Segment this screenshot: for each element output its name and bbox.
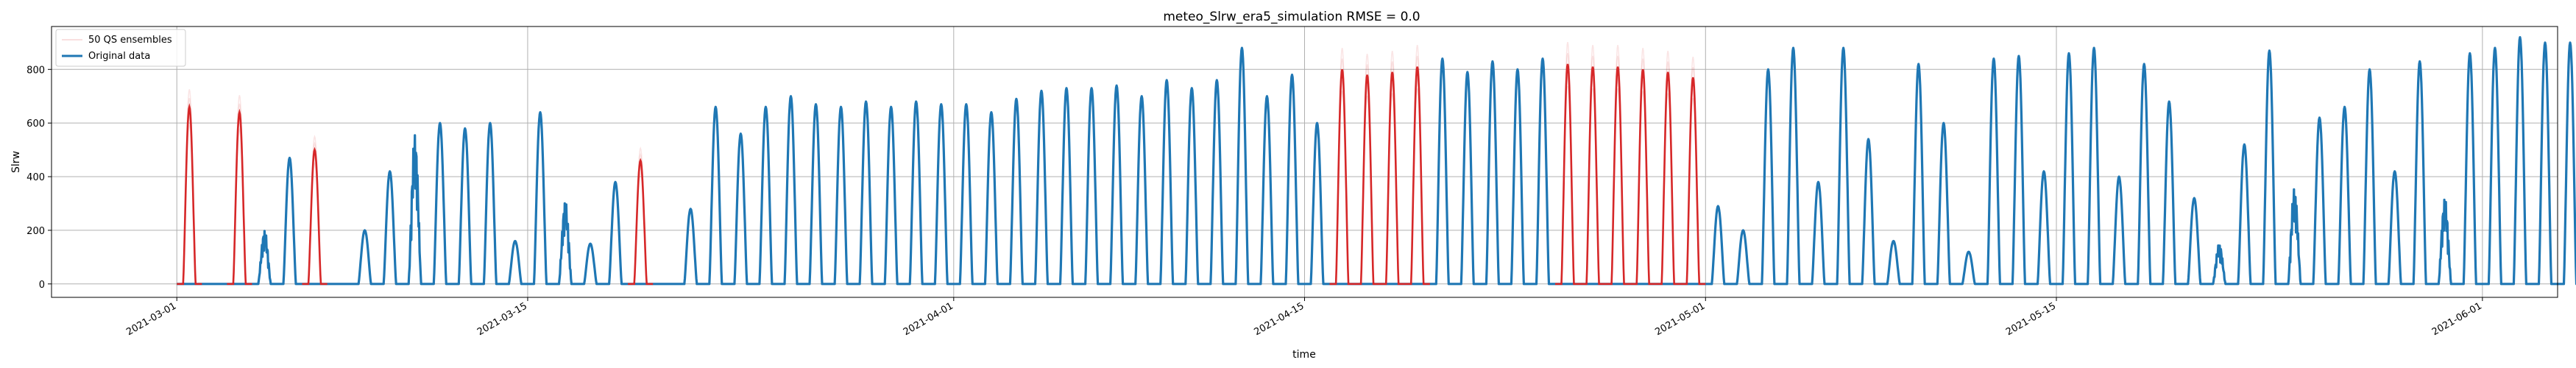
- grid-lines: [52, 26, 2558, 297]
- ensemble-member-line: [1680, 77, 1706, 285]
- ensemble-mean-line: [1680, 77, 1706, 286]
- ensemble-member-line: [302, 161, 328, 285]
- ensemble-mean-line: [1379, 71, 1405, 286]
- ensemble-member-line: [1354, 85, 1380, 285]
- y-tick-label: 400: [26, 172, 45, 183]
- ensemble-mean-line: [227, 108, 252, 286]
- legend-label-original: Original data: [88, 51, 150, 62]
- ensemble-member-line: [628, 171, 654, 285]
- ensemble-member-line: [1630, 79, 1656, 285]
- ensemble-member-line: [1655, 82, 1681, 285]
- ensemble-member-line: [177, 105, 202, 285]
- ensemble-member-line: [1605, 77, 1631, 285]
- ensemble-member-line: [1605, 88, 1631, 285]
- ensemble-member-line: [227, 127, 252, 285]
- x-tick-label: 2021-05-15: [2004, 300, 2058, 338]
- ensemble-member-line: [1630, 91, 1656, 285]
- ensemble-member-line: [1379, 51, 1405, 285]
- ensemble-member-line: [1404, 77, 1430, 285]
- ensemble-member-line: [1580, 77, 1606, 285]
- x-tick-label: 2021-04-01: [902, 300, 955, 338]
- ensemble-member-line: [1329, 79, 1355, 285]
- ensemble-member-line: [628, 159, 654, 285]
- ensemble-mean-line: [1605, 66, 1631, 286]
- ensemble-mean-line: [628, 158, 654, 286]
- ensemble-mean-line: [1580, 66, 1606, 286]
- series-layer: [176, 36, 2576, 286]
- ensemble-mean-line: [1655, 71, 1681, 286]
- x-tick-label: 2021-04-15: [1253, 300, 1306, 338]
- ensemble-member-line: [1580, 44, 1606, 285]
- ensemble-member-line: [1580, 88, 1606, 285]
- x-tick-label: 2021-03-15: [475, 300, 529, 338]
- ensemble-mean-line: [1555, 63, 1581, 286]
- ensemble-member-line: [1555, 85, 1581, 285]
- ensemble-mean-line: [1354, 74, 1380, 286]
- y-tick-label: 0: [39, 280, 45, 291]
- ensemble-member-line: [1379, 82, 1405, 285]
- ensemble-member-line: [227, 110, 252, 285]
- ensemble-member-line: [1555, 63, 1581, 285]
- ensemble-member-line: [227, 95, 252, 285]
- ensemble-member-line: [1680, 98, 1706, 285]
- ensemble-member-line: [302, 148, 328, 285]
- x-tick-label: 2021-06-01: [2430, 300, 2484, 338]
- ensemble-member-line: [177, 89, 202, 285]
- ensemble-mean-line: [1630, 69, 1656, 286]
- ensemble-member-line: [1655, 71, 1681, 285]
- ensemble-member-line: [302, 155, 328, 285]
- ensemble-member-line: [227, 118, 252, 285]
- ensemble-mean-line: [177, 103, 202, 286]
- legend-box: [55, 29, 186, 67]
- legend: 50 QS ensembles Original data: [55, 29, 186, 67]
- ensemble-member-line: [1379, 93, 1405, 285]
- x-axis-label: time: [1292, 349, 1316, 361]
- ensemble-member-line: [177, 113, 202, 285]
- ensemble-member-line: [1379, 71, 1405, 285]
- ensemble-member-line: [1580, 66, 1606, 285]
- ensemble-mean-line: [1404, 66, 1430, 286]
- ensemble-member-line: [1354, 95, 1380, 285]
- ensemble-member-line: [1354, 74, 1380, 285]
- ensemble-member-line: [1655, 93, 1681, 285]
- legend-label-ensembles: 50 QS ensembles: [88, 35, 172, 46]
- ensemble-member-line: [1404, 66, 1430, 285]
- y-tick-label: 200: [26, 226, 45, 237]
- ensemble-member-line: [177, 122, 202, 285]
- ensemble-member-line: [1680, 57, 1706, 285]
- series-original-data-line: [176, 36, 2576, 286]
- ensemble-member-line: [1404, 88, 1430, 285]
- ensemble-member-line: [1680, 88, 1706, 285]
- y-tick-label: 600: [26, 118, 45, 130]
- y-tick-label: 800: [26, 65, 45, 76]
- ensemble-member-line: [1605, 66, 1631, 285]
- ensemble-member-line: [1630, 47, 1656, 285]
- x-tick-label: 2021-05-01: [1653, 300, 1707, 338]
- ensemble-member-line: [1555, 74, 1581, 285]
- ensemble-mean-line: [302, 146, 328, 286]
- y-axis-label: Slrw: [10, 151, 22, 173]
- chart-title: meteo_Slrw_era5_simulation RMSE = 0.0: [1163, 10, 1420, 24]
- ensemble-mean-line: [1329, 69, 1355, 286]
- ensemble-member-line: [1329, 91, 1355, 285]
- x-tick-label: 2021-03-01: [124, 300, 178, 338]
- ensemble-member-line: [628, 165, 654, 285]
